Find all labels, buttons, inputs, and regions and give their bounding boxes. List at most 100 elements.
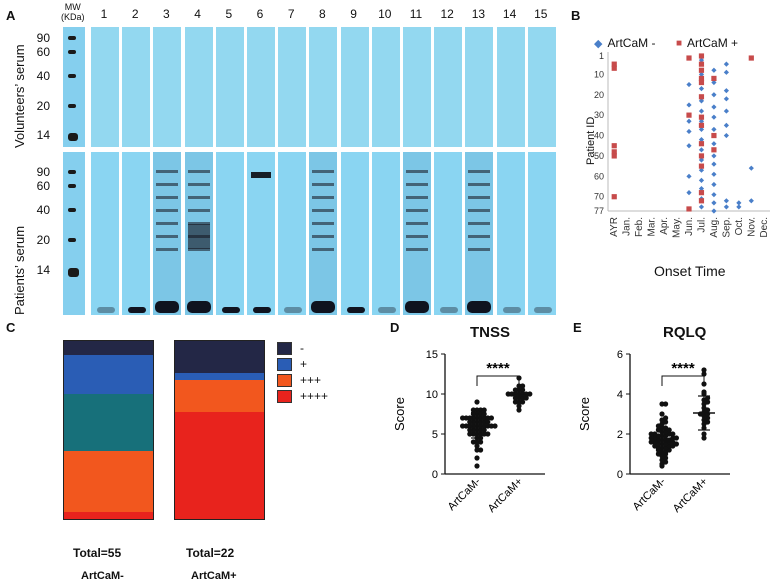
b-y-tick: 10 [594,69,604,79]
protein-band [187,209,210,212]
patient-lane [91,152,119,315]
score-point [705,395,711,401]
artcam-pos-point [711,132,717,139]
score-point [516,407,522,413]
score-point [467,415,473,421]
patient-lane [434,152,463,315]
protein-band [156,209,179,212]
score-point [474,439,480,445]
artcam-neg-point [711,114,717,120]
artcam-neg-point [698,204,705,210]
protein-band [251,172,271,178]
artcam-pos-point [611,194,617,200]
lane-number: 1 [100,7,108,21]
mw-marker-label: 40 [36,203,50,217]
artcam-pos-point [698,94,705,100]
legend-swatch [277,357,292,371]
ladder-band [68,170,76,174]
b-x-tick: Oct. [734,217,745,235]
bar-segment-4 [175,412,264,519]
score-point [467,431,473,437]
significance-stars: **** [671,360,695,377]
bar-segment-0 [175,341,264,374]
score-point [701,389,707,395]
bar-segment-3 [64,451,153,512]
lane-number: 13 [471,7,486,21]
lane-number: 2 [131,7,139,21]
score-point [470,427,476,433]
artcam-pos-point [698,61,705,67]
artcam-neg-point [736,204,742,210]
lane-number: 6 [256,7,264,21]
artcam-neg-point [748,165,754,171]
x-category-label: ArtCaM+ [486,476,525,515]
b-y-tick: 40 [594,131,604,141]
band-14kda [97,307,115,313]
protein-band [187,222,210,225]
artcam-neg-point [723,88,729,94]
y-tick-label: 2 [617,429,623,441]
score-point [481,431,487,437]
legend-swatch [277,389,292,403]
band-14kda [467,301,492,313]
score-point [663,415,669,421]
legend-swatch [277,341,292,355]
patient-lane [403,152,431,315]
legend-label: ++++ [300,389,329,403]
score-point [523,395,529,401]
band-14kda [253,307,271,313]
artcam-neg-point [723,122,729,128]
b-x-tick: Apr. [659,217,670,235]
panel-label-e: E [573,320,582,335]
c-legend-item: ++++ [277,389,328,403]
artcam-pos-point [686,112,692,118]
patient-lane [527,152,556,315]
score-point [474,399,480,405]
score-point [659,411,665,417]
score-point [701,367,707,373]
e-title: RQLQ [663,324,707,341]
score-point [520,383,526,389]
score-point [512,395,518,401]
artcam-pos-point [686,206,692,212]
artcam-pos-point [611,153,617,159]
artcam-pos-point [611,61,617,67]
protein-band [468,170,491,173]
score-point [488,415,494,421]
ladder-band [68,104,76,108]
volunteer-lane [309,27,338,147]
volunteer-lane [496,27,525,147]
volunteer-lane [527,27,556,147]
artcam-neg-point [698,108,705,114]
square-marker-icon: ■ [676,37,683,49]
score-point [474,455,480,461]
score-point [478,407,484,413]
protein-band [468,183,491,186]
score-point [492,423,498,429]
patient-lane [215,152,244,315]
ladder-band [68,238,76,242]
bar-segment-3 [175,380,264,413]
volunteer-lane [184,27,213,147]
artcam-neg-point [723,96,729,102]
score-point [478,431,484,437]
patient-lane [496,152,525,315]
band-14kda [221,307,240,313]
protein-band [406,196,428,199]
score-point [520,395,526,401]
volunteer-lane [278,27,307,147]
x-category-label: ArtCaM- [631,475,669,513]
bar-segment-4 [64,511,153,519]
artcam-pos-point [686,55,692,61]
score-point [474,463,480,469]
protein-band [312,248,335,251]
panel-label-b: B [571,8,581,23]
artcam-neg-point [711,126,717,133]
artcam-neg-point [711,104,717,110]
y-tick-label: 10 [426,389,438,401]
score-point [474,407,480,413]
score-point [673,441,679,447]
artcam-neg-point [711,171,717,177]
artcam-pos-point [698,75,705,82]
score-point [670,435,676,441]
